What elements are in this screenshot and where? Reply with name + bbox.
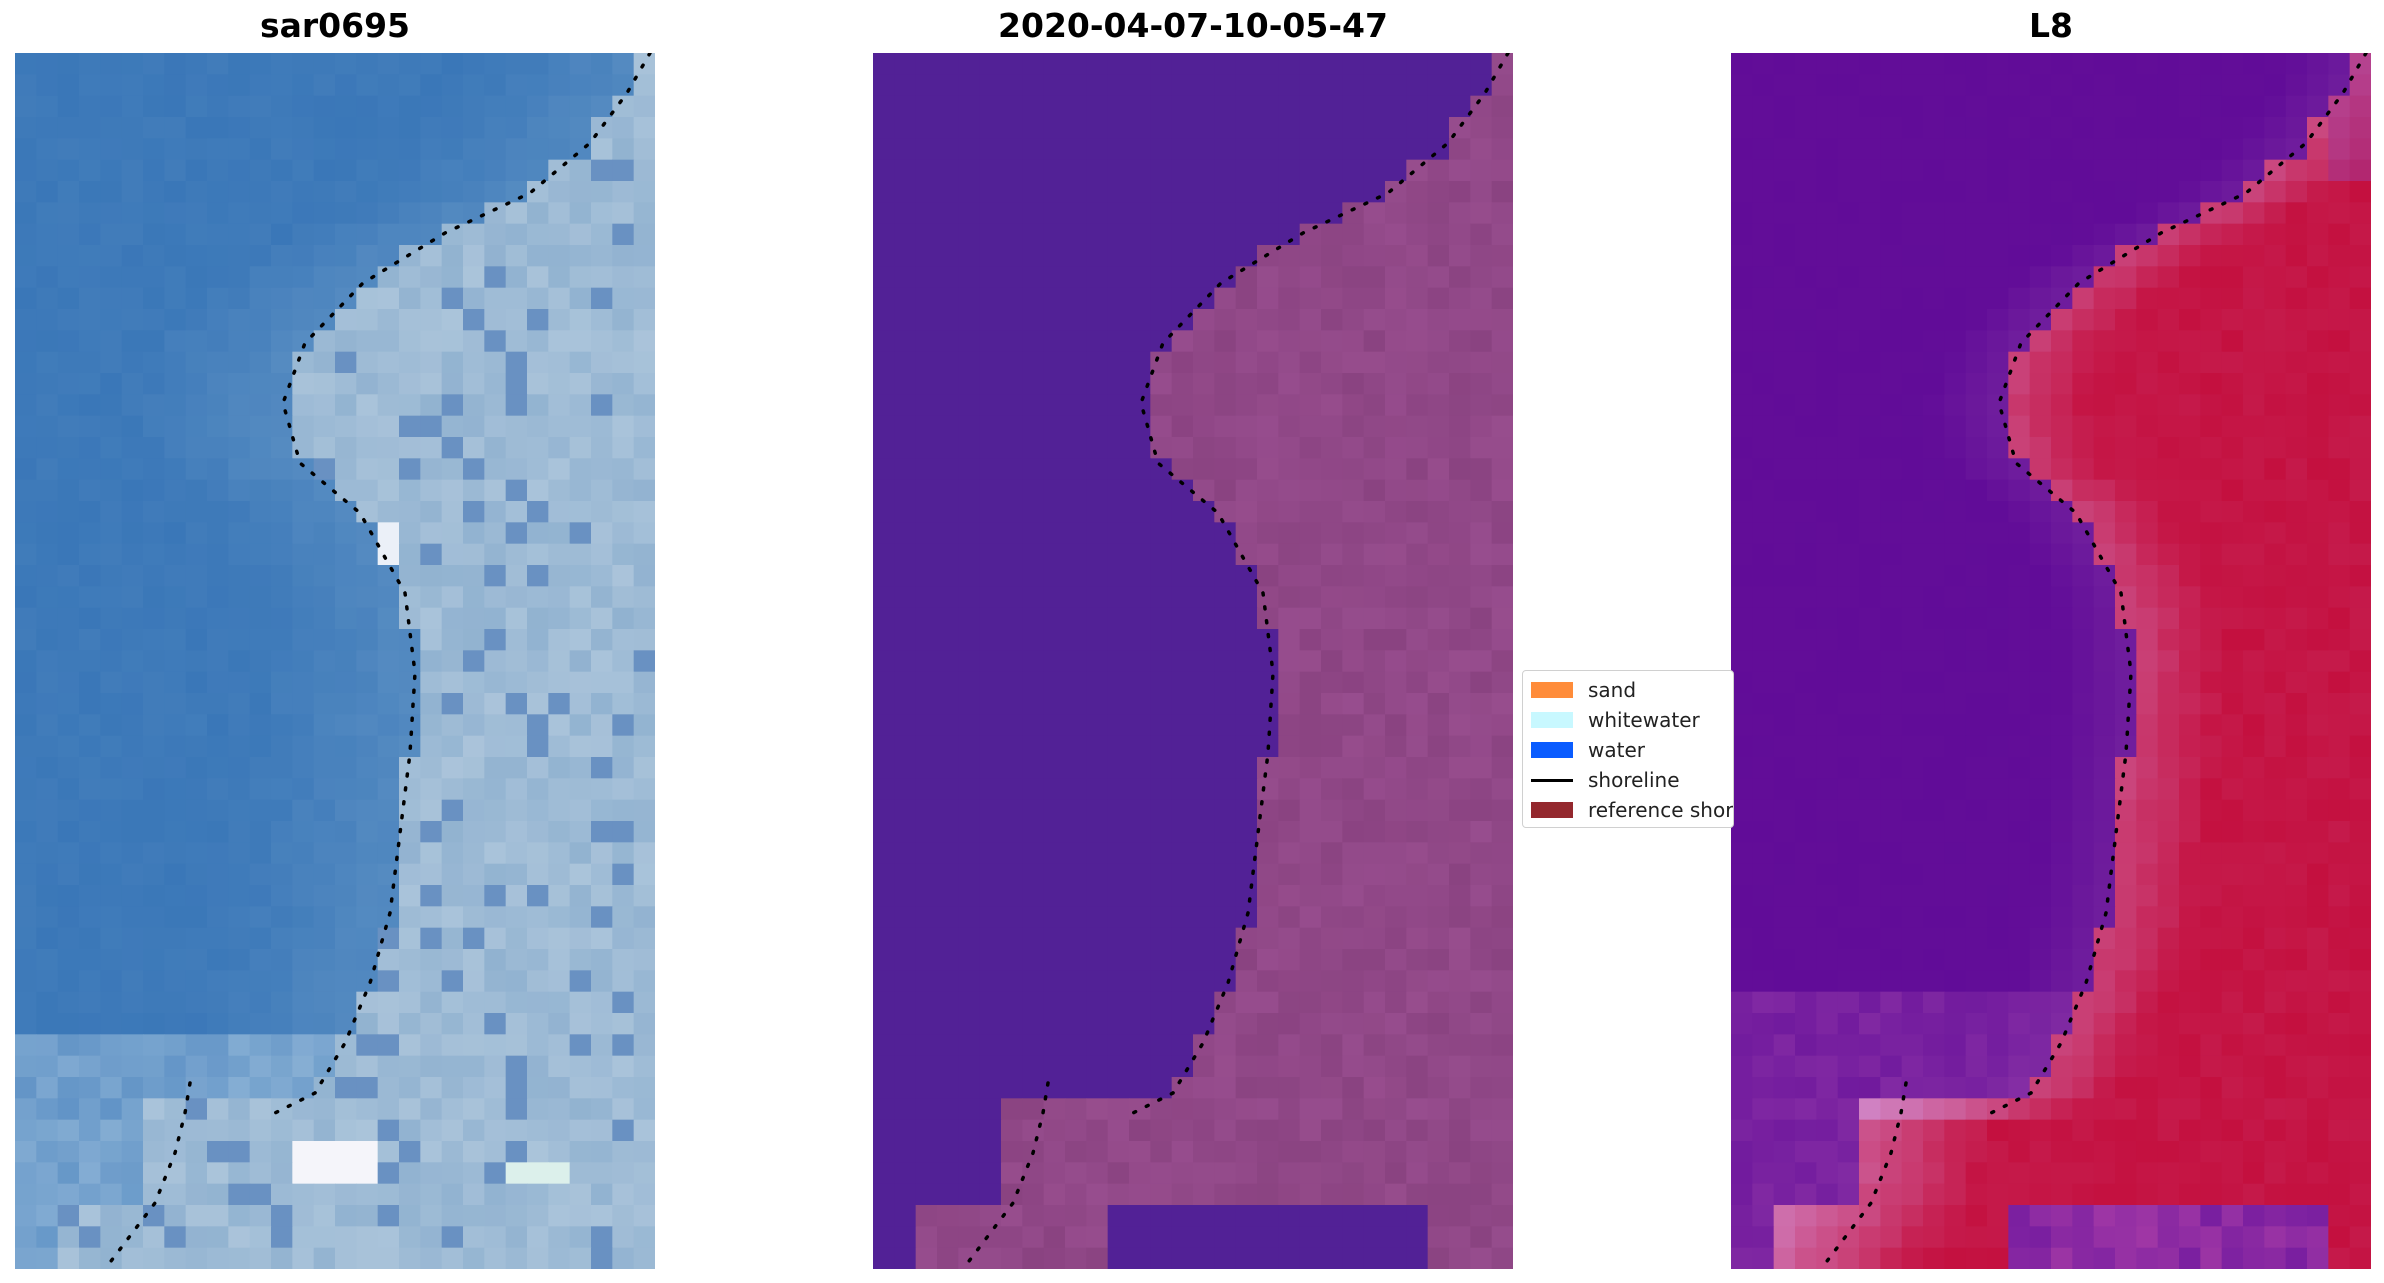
panel-title-left: sar0695 bbox=[259, 6, 411, 45]
legend: sand whitewater water shoreline referenc… bbox=[1522, 670, 1734, 828]
legend-label-sand: sand bbox=[1588, 678, 1637, 702]
legend-item-water: water bbox=[1531, 738, 1645, 762]
shoreline-dotted bbox=[1989, 53, 2368, 1115]
shoreline-dotted bbox=[273, 53, 652, 1115]
legend-swatch-sand bbox=[1531, 682, 1573, 698]
legend-label-reference-shoreline: reference shoreline bbox=[1588, 798, 1733, 822]
index-raster-svg bbox=[1731, 53, 2371, 1269]
legend-label-shoreline: shoreline bbox=[1588, 768, 1680, 792]
legend-swatch-reference-shoreline bbox=[1531, 802, 1573, 818]
panel-title-right: L8 bbox=[2029, 6, 2073, 45]
legend-item-shoreline: shoreline bbox=[1531, 768, 1680, 792]
shoreline-dotted-spit bbox=[961, 1081, 1050, 1269]
classification-image-panel bbox=[873, 53, 1513, 1269]
legend-swatch-water bbox=[1531, 742, 1573, 758]
index-image-panel bbox=[1731, 53, 2371, 1269]
panel-title-middle: 2020-04-07-10-05-47 bbox=[998, 6, 1388, 45]
legend-item-sand: sand bbox=[1531, 678, 1636, 702]
sar-rgb-image-panel bbox=[15, 53, 655, 1269]
shoreline-dotted-spit bbox=[103, 1081, 192, 1269]
rgb-raster-svg bbox=[15, 53, 655, 1269]
legend-swatch-shoreline bbox=[1531, 778, 1573, 782]
legend-item-reference-shoreline: reference shoreline bbox=[1531, 798, 1733, 822]
shoreline-dotted bbox=[1131, 53, 1510, 1115]
class-raster-svg bbox=[873, 53, 1513, 1269]
legend-label-whitewater: whitewater bbox=[1588, 708, 1700, 732]
legend-label-water: water bbox=[1588, 738, 1645, 762]
legend-item-whitewater: whitewater bbox=[1531, 708, 1700, 732]
legend-swatch-whitewater bbox=[1531, 712, 1573, 728]
shoreline-dotted-spit bbox=[1819, 1081, 1908, 1269]
